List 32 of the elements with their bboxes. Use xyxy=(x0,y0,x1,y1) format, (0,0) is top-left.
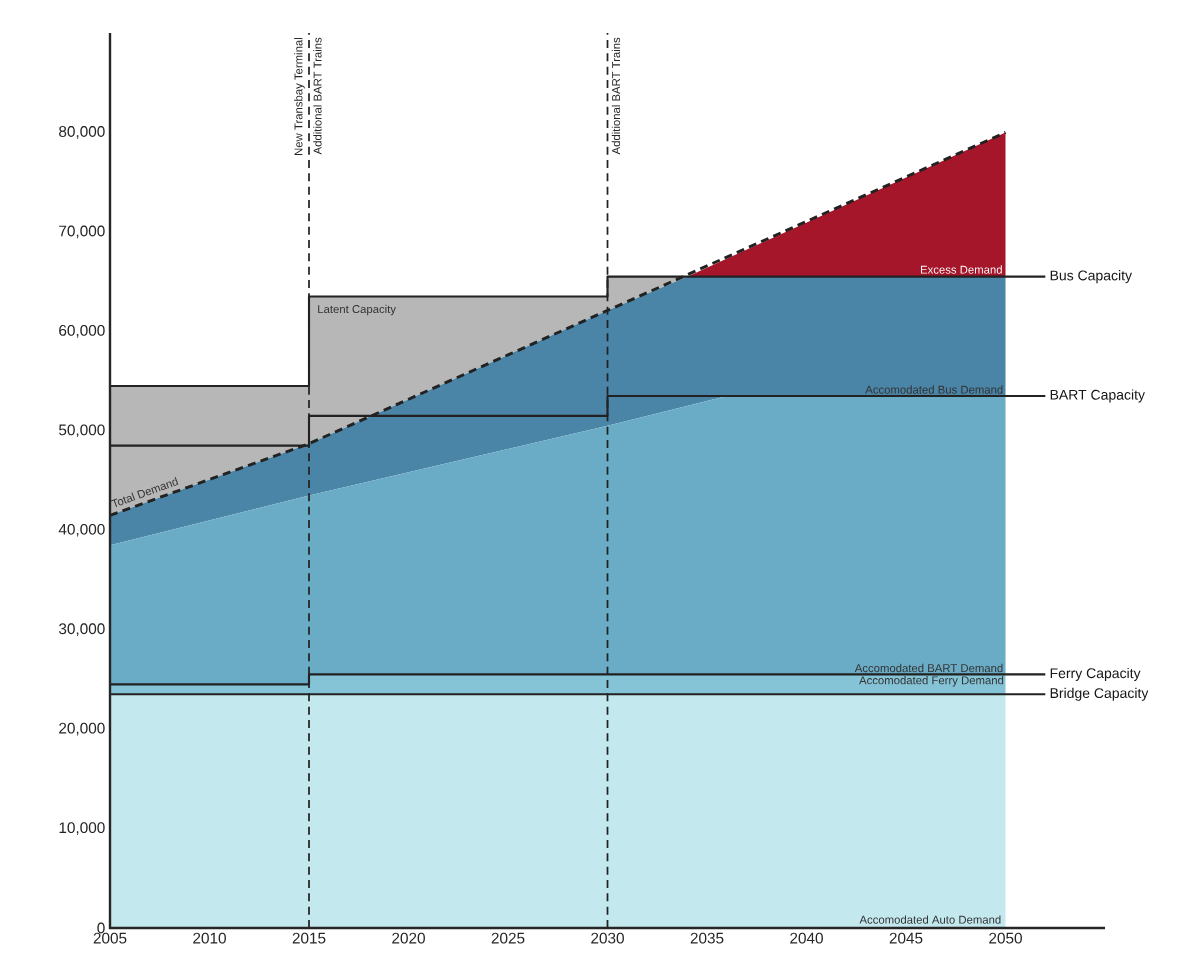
series-label: Bridge Capacity xyxy=(1050,687,1149,701)
annotation: Additional BART Trains xyxy=(313,37,322,155)
y-tick-label: 10,000 xyxy=(59,822,105,835)
x-tick-label: 2010 xyxy=(193,932,226,944)
ref-line-label: Additional BART Trains xyxy=(611,37,621,155)
series-label: Bus Capacity xyxy=(1050,270,1132,284)
series-label: Accomodated Ferry Demand xyxy=(859,676,1004,687)
series-label: Accomodated BART Demand xyxy=(854,663,1003,673)
series-label: Accomodated Bus Demand xyxy=(865,385,1003,394)
y-tick-label: 70,000 xyxy=(59,225,105,239)
y-tick-label: 80,000 xyxy=(59,126,105,139)
y-tick-label: 40,000 xyxy=(58,523,105,537)
x-tick-label: 2030 xyxy=(591,932,624,944)
x-tick-label: 2035 xyxy=(690,932,724,944)
y-tick-label: 60,000 xyxy=(59,324,105,338)
x-tick-label: 2015 xyxy=(292,932,326,944)
series-label: Ferry Capacity xyxy=(1050,667,1141,681)
series-label: BART Capacity xyxy=(1050,389,1145,403)
y-tick-label: 50,000 xyxy=(59,424,105,438)
x-tick-label: 2025 xyxy=(491,932,525,944)
x-tick-label: 2045 xyxy=(889,932,923,944)
series-label: Latent Capacity xyxy=(318,304,396,316)
y-tick-label: 0 xyxy=(97,922,105,934)
series-label: Excess Demand xyxy=(920,265,1002,274)
x-tick-label: 2050 xyxy=(989,932,1022,944)
x-tick-label: 2020 xyxy=(392,932,425,944)
x-tick-label: 2005 xyxy=(93,932,127,944)
y-tick-label: 20,000 xyxy=(59,722,105,736)
y-tick-label: 30,000 xyxy=(58,623,105,636)
ref-line-label: New Transbay Terminal xyxy=(294,38,305,155)
series-label: Accomodated Auto Demand xyxy=(859,915,1001,924)
x-tick-label: 2040 xyxy=(790,932,823,944)
